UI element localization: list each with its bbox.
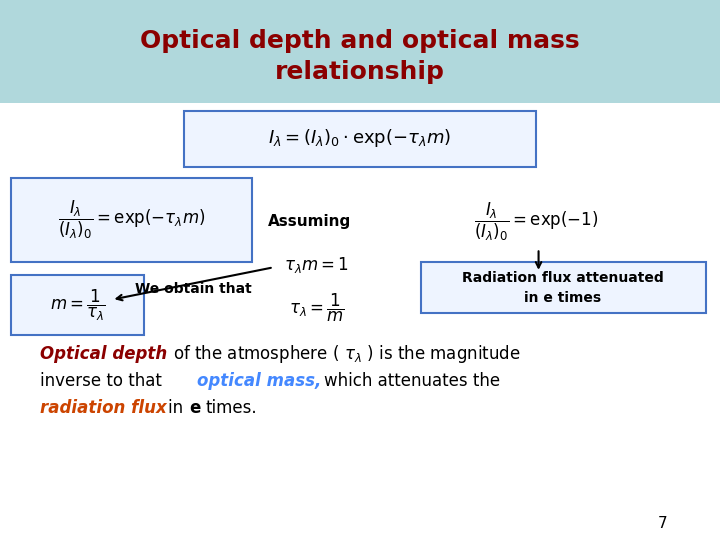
Text: of the atmosphere ( $\tau_{\lambda}$ ) is the magnitude: of the atmosphere ( $\tau_{\lambda}$ ) i… bbox=[173, 343, 521, 364]
Text: times.: times. bbox=[205, 399, 257, 417]
Text: $I_{\lambda} = (I_{\lambda})_0 \cdot \mathrm{exp}(-\tau_{\lambda}m)$: $I_{\lambda} = (I_{\lambda})_0 \cdot \ma… bbox=[269, 127, 451, 148]
Text: e: e bbox=[189, 399, 201, 417]
Text: $\tau_{\lambda} = \dfrac{1}{m}$: $\tau_{\lambda} = \dfrac{1}{m}$ bbox=[289, 292, 345, 324]
Text: Assuming: Assuming bbox=[268, 214, 351, 229]
Text: in: in bbox=[168, 399, 188, 417]
Text: $\dfrac{I_{\lambda}}{(I_{\lambda})_0} = \mathrm{exp}(-1)$: $\dfrac{I_{\lambda}}{(I_{\lambda})_0} = … bbox=[474, 200, 598, 242]
Text: $\tau_{\lambda}m = 1$: $\tau_{\lambda}m = 1$ bbox=[284, 254, 349, 275]
Text: radiation flux: radiation flux bbox=[40, 399, 166, 417]
Text: $m = \dfrac{1}{\tau_{\lambda}}$: $m = \dfrac{1}{\tau_{\lambda}}$ bbox=[50, 287, 106, 323]
Text: 7: 7 bbox=[657, 516, 667, 531]
Text: Optical depth and optical mass
relationship: Optical depth and optical mass relations… bbox=[140, 29, 580, 84]
Text: Radiation flux attenuated
in e times: Radiation flux attenuated in e times bbox=[462, 271, 664, 305]
Text: Optical depth: Optical depth bbox=[40, 345, 167, 363]
FancyBboxPatch shape bbox=[11, 275, 144, 335]
Text: $\dfrac{I_{\lambda}}{(I_{\lambda})_0} = \mathrm{exp}(-\tau_{\lambda}m)$: $\dfrac{I_{\lambda}}{(I_{\lambda})_0} = … bbox=[58, 199, 205, 241]
Text: which attenuates the: which attenuates the bbox=[324, 372, 500, 390]
Text: We obtain that: We obtain that bbox=[135, 282, 251, 296]
Text: inverse to that: inverse to that bbox=[40, 372, 167, 390]
Text: optical mass,: optical mass, bbox=[197, 372, 321, 390]
FancyBboxPatch shape bbox=[11, 178, 252, 262]
FancyBboxPatch shape bbox=[421, 262, 706, 313]
FancyBboxPatch shape bbox=[0, 0, 720, 103]
FancyBboxPatch shape bbox=[184, 111, 536, 167]
